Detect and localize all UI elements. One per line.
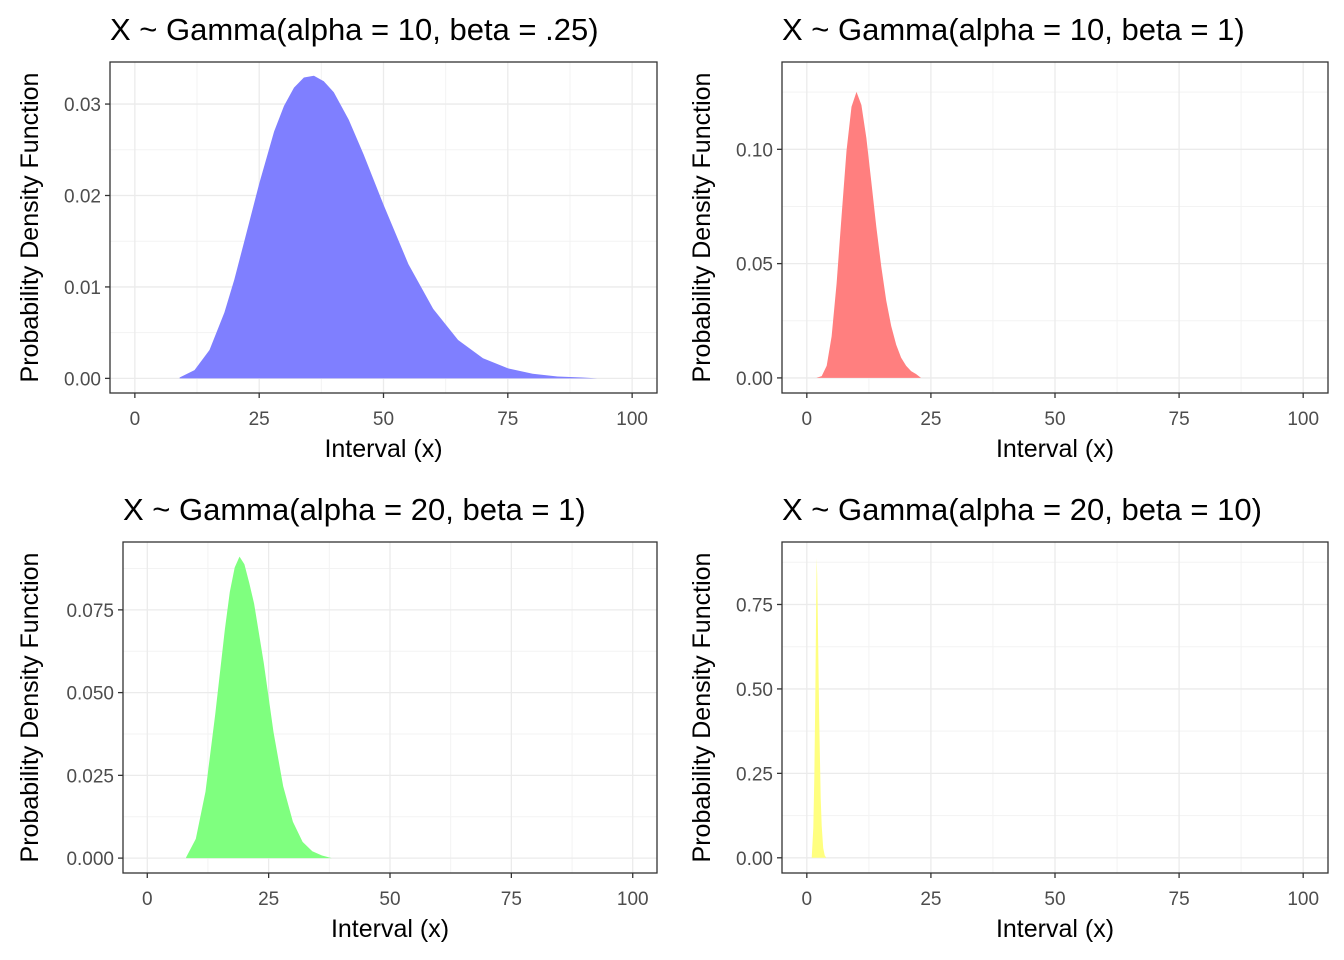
y-tick-label: 0.02 (64, 186, 101, 207)
x-tick-label: 25 (920, 889, 941, 910)
chart-title: X ~ Gamma(alpha = 10, beta = 1) (782, 12, 1245, 47)
density-area (816, 91, 921, 378)
y-tick-label: 0.00 (736, 369, 773, 390)
density-area (186, 556, 332, 859)
chart-panel-1: 0 25 50 75 100 0.00 0.01 0.02 0.03 Interval (x) Pr… (16, 12, 658, 463)
x-tick-label: 75 (497, 409, 518, 430)
y-tick-label: 0.00 (736, 849, 773, 870)
y-axis-title: Probability Density Function (688, 73, 716, 383)
chart-title: X ~ Gamma(alpha = 20, beta = 10) (782, 492, 1262, 527)
y-axis-title: Probability Density Function (688, 553, 716, 863)
y-tick-label: 0.00 (64, 369, 101, 390)
density-area (179, 75, 598, 379)
x-tick-label: 50 (379, 889, 400, 910)
y-tick-label: 0.050 (66, 684, 114, 705)
x-tick-label: 0 (130, 409, 141, 430)
y-tick-label: 0.01 (64, 278, 101, 299)
x-tick-label: 100 (617, 889, 649, 910)
x-axis-title: Interval (x) (324, 435, 442, 463)
x-tick-label: 25 (249, 409, 270, 430)
x-tick-label: 75 (1169, 889, 1190, 910)
y-tick-label: 0.025 (66, 766, 114, 787)
x-axis-title: Interval (x) (996, 435, 1114, 463)
chart-panel-4: 0 25 50 75 100 0.00 0.25 0.50 0.75 Interval (x) Pr… (688, 492, 1329, 943)
chart-title: X ~ Gamma(alpha = 20, beta = 1) (123, 492, 586, 527)
chart-panel-2: 0 25 50 75 100 0.00 0.05 0.10 Interval (x) Probab… (688, 12, 1329, 463)
y-tick-label: 0.25 (736, 764, 773, 785)
x-tick-label: 75 (501, 889, 522, 910)
chart-title: X ~ Gamma(alpha = 10, beta = .25) (110, 12, 599, 47)
y-tick-label: 0.075 (66, 601, 114, 622)
x-axis-title: Interval (x) (996, 915, 1114, 943)
y-tick-label: 0.10 (736, 140, 773, 161)
y-axis-title: Probability Density Function (16, 553, 44, 863)
y-tick-label: 0.50 (736, 680, 773, 701)
x-axis-title: Interval (x) (331, 915, 449, 943)
x-tick-label: 50 (1044, 889, 1065, 910)
x-tick-label: 100 (616, 409, 648, 430)
x-tick-label: 25 (258, 889, 279, 910)
y-axis-title: Probability Density Function (16, 73, 44, 383)
chart-panel-3: 0 25 50 75 100 0.000 0.025 0.050 0.075 Interval (… (16, 492, 658, 943)
y-tick-label: 0.75 (736, 595, 773, 616)
x-tick-label: 25 (920, 409, 941, 430)
x-tick-label: 0 (142, 889, 153, 910)
x-tick-label: 50 (1044, 409, 1065, 430)
y-tick-label: 0.000 (66, 849, 114, 870)
x-tick-label: 100 (1287, 409, 1319, 430)
x-tick-label: 50 (373, 409, 394, 430)
x-tick-label: 0 (802, 409, 813, 430)
x-tick-label: 0 (802, 889, 813, 910)
x-tick-label: 75 (1169, 409, 1190, 430)
y-tick-label: 0.03 (64, 95, 101, 116)
density-area (811, 557, 827, 858)
y-tick-label: 0.05 (736, 255, 773, 276)
x-tick-label: 100 (1287, 889, 1319, 910)
